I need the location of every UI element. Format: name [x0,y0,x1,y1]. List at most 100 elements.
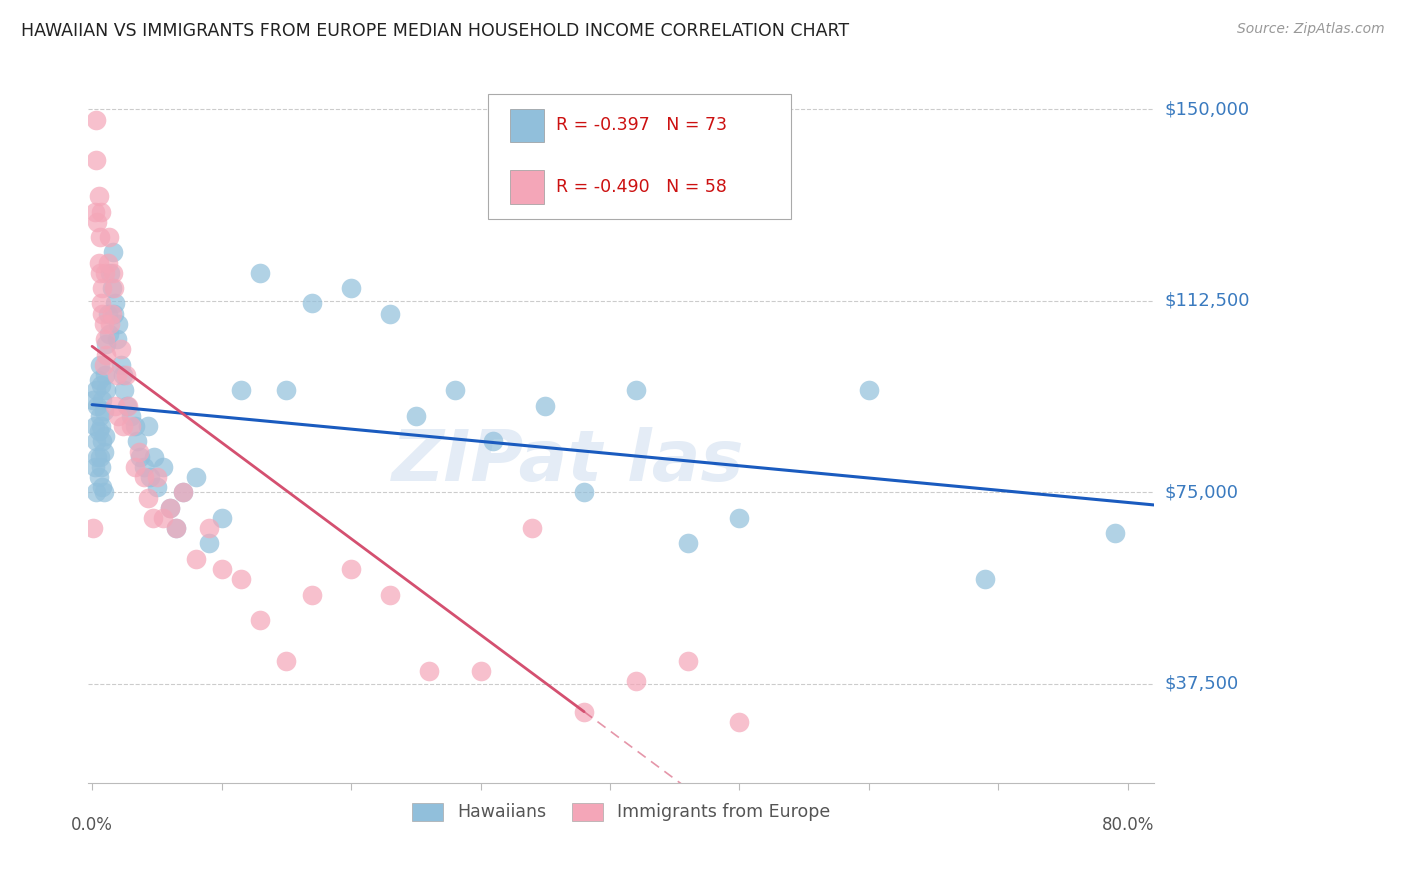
Point [86,215,108,229]
Point [98,317,121,331]
Point [89,409,111,423]
Point [142,511,165,525]
Point [96,384,118,398]
Point [107,317,129,331]
Text: $150,000: $150,000 [1166,101,1250,119]
Point [482,434,505,449]
Point [378,588,401,602]
Point [974,572,997,586]
Point [89,266,111,280]
Point [91,281,114,295]
Point [96,337,118,351]
Point [120,419,142,434]
Point [211,511,233,525]
Point [110,343,132,357]
Point [84,384,107,398]
Point [470,664,492,678]
Point [112,419,135,434]
Point [128,444,150,458]
Point [93,317,115,331]
Point [105,368,128,382]
Point [165,521,187,535]
Text: R = -0.490   N = 58: R = -0.490 N = 58 [555,178,727,196]
Point [572,485,595,500]
Point [159,500,181,515]
Point [405,409,427,423]
Point [229,384,252,398]
Point [90,204,112,219]
Point [94,332,117,346]
Point [87,373,110,387]
Point [418,664,440,678]
Point [101,245,124,260]
Point [103,307,125,321]
Point [115,399,138,413]
Point [146,470,169,484]
Point [101,266,124,280]
Point [82,521,104,535]
Point [91,393,114,408]
Point [97,307,120,321]
Point [114,368,136,382]
Point [91,434,114,449]
Point [276,384,298,398]
Point [184,551,207,566]
Point [90,459,112,474]
Point [84,153,107,168]
Point [139,470,162,484]
Point [87,255,110,269]
Point [858,384,880,398]
FancyBboxPatch shape [488,94,792,219]
Point [86,450,108,464]
Point [90,378,112,392]
Point [132,459,155,474]
Point [93,358,115,372]
Point [136,491,159,505]
Point [89,358,111,372]
Point [94,266,117,280]
Point [84,434,107,449]
Point [94,429,117,443]
Point [91,307,114,321]
Point [89,450,111,464]
Point [172,485,194,500]
Point [132,470,155,484]
Point [172,485,194,500]
Point [624,674,647,689]
Text: $37,500: $37,500 [1166,675,1239,693]
Point [83,459,105,474]
Point [87,470,110,484]
Point [104,296,127,310]
Point [340,562,363,576]
Point [83,419,105,434]
FancyBboxPatch shape [510,170,544,203]
Point [728,511,751,525]
Point [84,112,107,127]
Point [249,613,271,627]
Text: HAWAIIAN VS IMMIGRANTS FROM EUROPE MEDIAN HOUSEHOLD INCOME CORRELATION CHART: HAWAIIAN VS IMMIGRANTS FROM EUROPE MEDIA… [21,22,849,40]
Point [1104,526,1126,541]
Point [82,393,104,408]
Point [103,281,125,295]
Point [120,409,142,423]
Point [98,266,121,280]
Point [152,511,174,525]
Point [184,470,207,484]
Point [211,562,233,576]
Point [301,588,323,602]
Point [534,399,557,413]
Point [152,459,174,474]
Point [97,255,120,269]
Point [728,715,751,730]
Point [378,307,401,321]
Point [197,536,219,550]
Point [97,230,120,244]
Point [624,384,647,398]
Point [110,358,132,372]
Point [104,399,127,413]
Text: 80.0%: 80.0% [1102,815,1154,834]
Point [124,459,146,474]
FancyBboxPatch shape [510,109,544,142]
Point [89,230,111,244]
Point [165,521,187,535]
